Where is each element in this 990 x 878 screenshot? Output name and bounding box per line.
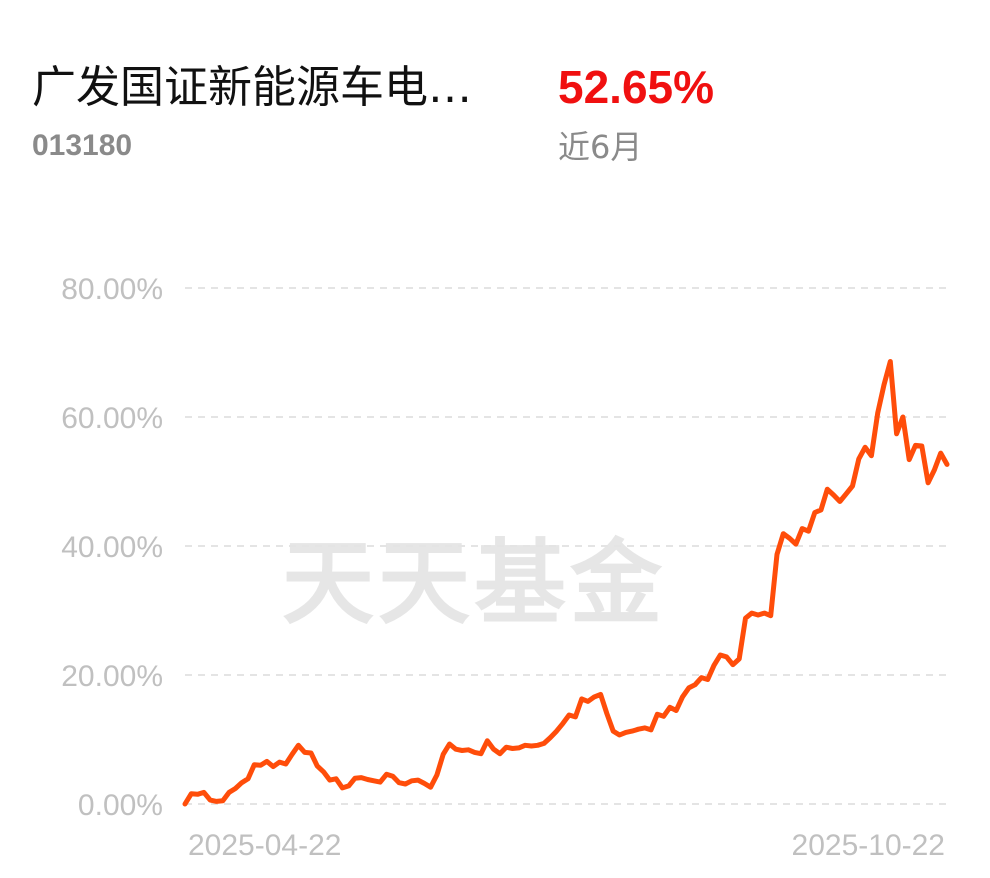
return-value: 52.65%	[558, 61, 715, 113]
fund-code: 013180	[32, 129, 133, 162]
series-line	[182, 359, 950, 807]
return-period: 近6月	[558, 128, 643, 166]
x-tick-label: 2025-10-22	[792, 829, 945, 862]
fund-name: 广发国证新能源车电…	[32, 62, 472, 113]
y-tick-label: 60.00%	[61, 402, 163, 435]
x-tick-label: 2025-04-22	[188, 829, 341, 862]
y-tick-label: 40.00%	[61, 531, 163, 564]
y-tick-label: 20.00%	[61, 660, 163, 693]
y-tick-label: 80.00%	[61, 273, 163, 306]
y-tick-label: 0.00%	[78, 789, 163, 822]
